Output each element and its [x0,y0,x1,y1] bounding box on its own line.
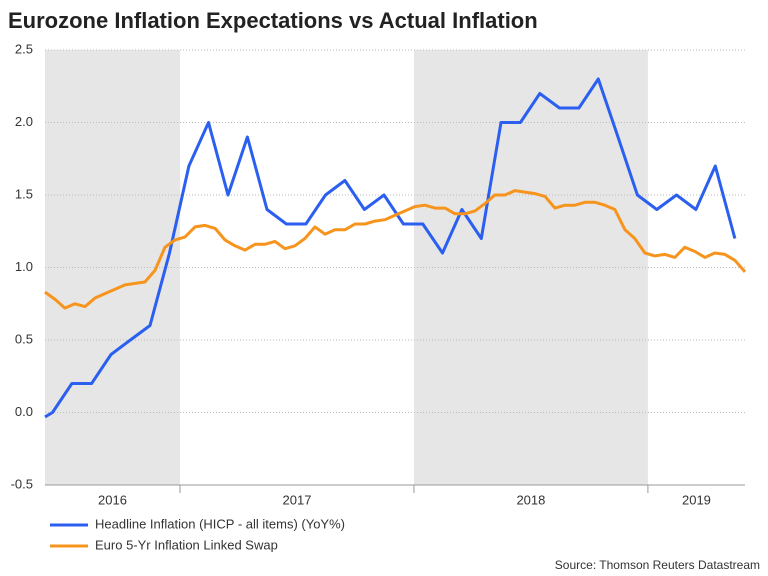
shaded-period [413,50,648,485]
legend-label: Headline Inflation (HICP - all items) (Y… [95,516,345,531]
x-tick-label: 2019 [682,492,711,507]
chart-title: Eurozone Inflation Expectations vs Actua… [8,8,538,33]
legend-label: Euro 5-Yr Inflation Linked Swap [95,537,278,552]
source-note: Source: Thomson Reuters Datastream [555,558,760,572]
y-tick-label: 1.0 [15,259,33,274]
series-line [44,189,747,310]
y-tick-label: 2.5 [15,41,33,56]
y-tick-label: 2.0 [15,114,33,129]
x-tick-label: 2018 [516,492,545,507]
x-tick-label: 2017 [283,492,312,507]
y-tick-label: 0.5 [15,331,33,346]
x-tick-label: 2016 [98,492,127,507]
y-tick-label: 0.0 [15,404,33,419]
series-line [44,77,737,419]
y-tick-label: 1.5 [15,186,33,201]
y-tick-label: -0.5 [11,476,33,491]
